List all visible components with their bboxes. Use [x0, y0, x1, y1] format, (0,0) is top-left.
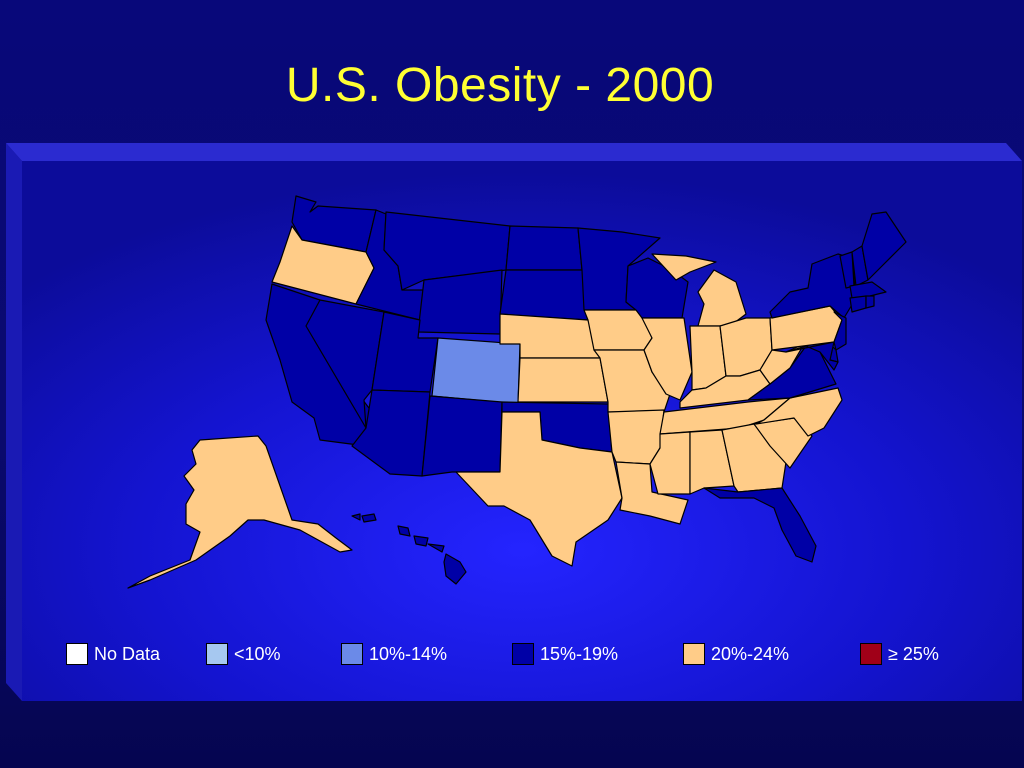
legend-item-15-19: 15%-19% [512, 641, 618, 667]
state-nc[interactable] [755, 387, 843, 437]
legend-swatch [512, 643, 534, 665]
legend-swatch [66, 643, 88, 665]
legend-label: ≥ 25% [888, 643, 939, 664]
state-la[interactable] [615, 461, 689, 525]
panel-bevel-left [6, 143, 22, 701]
state-nd[interactable] [505, 225, 583, 271]
state-ks[interactable] [517, 357, 609, 403]
state-ri[interactable] [865, 295, 875, 309]
panel-bevel-top [6, 143, 1022, 161]
state-il[interactable] [641, 317, 693, 401]
state-me[interactable] [861, 211, 907, 281]
state-ky[interactable] [679, 369, 771, 409]
state-ct[interactable] [849, 295, 867, 313]
state-ma[interactable] [849, 281, 887, 299]
legend-swatch [860, 643, 882, 665]
legend-label: No Data [94, 643, 161, 664]
legend-label: <10% [234, 643, 281, 664]
state-hi[interactable] [351, 513, 467, 585]
state-nm[interactable] [421, 395, 503, 477]
legend-swatch [341, 643, 363, 665]
state-md[interactable] [785, 341, 839, 371]
state-tx[interactable] [455, 411, 623, 567]
state-co[interactable] [431, 337, 521, 405]
legend-swatch [683, 643, 705, 665]
slide-title: U.S. Obesity - 2000 [285, 59, 715, 112]
legend-item-no-data: No Data [66, 641, 160, 667]
state-az[interactable] [351, 389, 431, 477]
legend-label: 10%-14% [369, 643, 448, 664]
state-fl[interactable] [703, 487, 817, 563]
state-sd[interactable] [499, 269, 589, 321]
state-wy[interactable] [417, 269, 503, 335]
legend-label: 20%-24% [711, 643, 790, 664]
legend-swatch [206, 643, 228, 665]
legend-item-20-24: 20%-24% [683, 641, 789, 667]
legend-item-ge25: ≥ 25% [860, 641, 939, 667]
state-ak[interactable] [127, 435, 353, 589]
legend-item-10-14: 10%-14% [341, 641, 447, 667]
legend-item-lt10: <10% [206, 641, 281, 667]
state-al[interactable] [689, 429, 735, 495]
legend-label: 15%-19% [540, 643, 619, 664]
